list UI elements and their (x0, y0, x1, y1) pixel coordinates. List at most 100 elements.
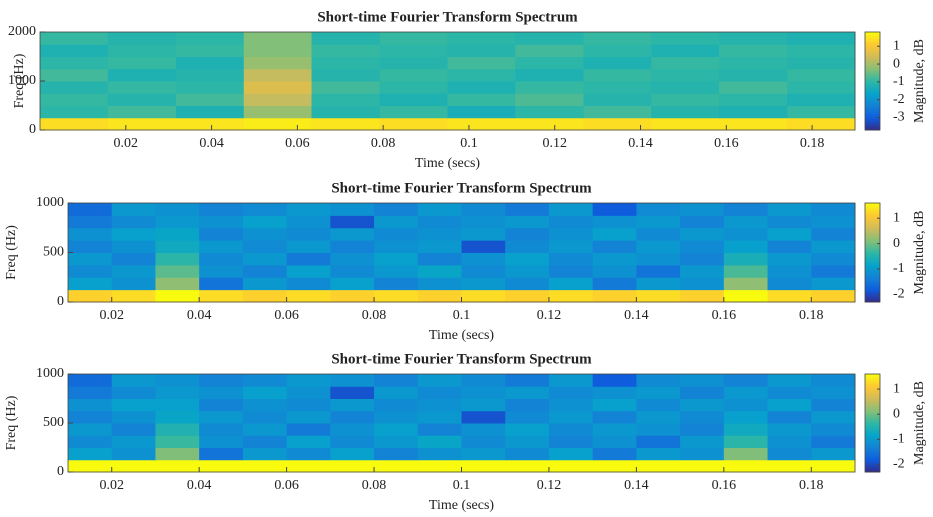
colorbar-strip (865, 401, 880, 404)
heat-cell (723, 289, 769, 303)
heat-cell (199, 386, 244, 399)
heat-cell (680, 289, 725, 303)
heat-cell (719, 81, 788, 94)
heat-cell (651, 117, 720, 131)
colorbar-tick-label: 0 (893, 236, 900, 251)
heat-cell (379, 93, 448, 106)
heat-cell (592, 277, 637, 291)
heat-cell (175, 81, 245, 94)
heat-cell (199, 215, 244, 229)
heat-cell (107, 32, 177, 45)
heat-cell (548, 374, 594, 387)
heat-cell (330, 252, 375, 266)
colorbar-strip (865, 375, 880, 378)
colorbar-strip (865, 102, 880, 105)
heat-cell (111, 227, 156, 241)
heat-cell (311, 44, 381, 57)
colorbar-strip (865, 377, 880, 380)
heat-cell (111, 386, 156, 399)
heat-cell (723, 264, 769, 278)
heat-cell (636, 252, 681, 266)
colorbar-strip (865, 405, 880, 408)
colorbar-strip (865, 418, 880, 421)
colorbar-strip (865, 107, 880, 110)
colorbar-strip (865, 69, 880, 72)
y-axis-label: Freq (Hz) (4, 395, 19, 450)
colorbar-strip (865, 434, 880, 437)
colorbar-strip (865, 374, 880, 377)
colorbar-strip (865, 43, 880, 46)
colorbar-tick-label: -1 (893, 432, 905, 447)
heat-cell (651, 105, 720, 119)
heat-cell (680, 264, 725, 278)
heat-cell (515, 56, 584, 70)
heat-cell (199, 398, 244, 412)
colorbar-box (864, 202, 881, 303)
heat-cell (787, 93, 856, 106)
heat-cell (592, 459, 637, 473)
heat-cell (155, 203, 200, 216)
colorbar-strip (865, 115, 880, 118)
heat-cell (199, 374, 244, 387)
colorbar-strip (865, 436, 880, 439)
colorbar-strip (865, 105, 880, 108)
colorbar-strip (865, 85, 880, 89)
heat-cell (767, 203, 812, 216)
heat-cell (242, 277, 288, 291)
heat-cell (68, 203, 113, 216)
colorbar-strip (865, 395, 880, 398)
colorbar-strip (865, 416, 880, 419)
heat-cell (68, 227, 113, 241)
x-axis-label: Time (secs) (415, 156, 481, 171)
heat-cell (811, 227, 856, 241)
colorbar-strip (865, 76, 880, 79)
heat-cell (199, 264, 244, 278)
heat-cell (286, 423, 331, 436)
colorbar-strip (865, 390, 880, 393)
colorbar-strip (865, 285, 880, 288)
heat-cell (811, 215, 856, 229)
heat-cell (111, 289, 156, 303)
x-tick-label: 0.14 (624, 478, 649, 493)
heat-cell (811, 447, 856, 461)
colorbar-strip (865, 458, 880, 462)
heat-cell (330, 459, 375, 473)
heat-cell (461, 435, 506, 448)
colorbar-tick-label: 0 (893, 56, 900, 71)
heat-cell (447, 68, 516, 82)
colorbar-strip (865, 396, 880, 399)
heat-cell (242, 203, 288, 216)
colorbar-strip (865, 245, 880, 249)
colorbar-strip (865, 97, 880, 100)
colorbar-strip (865, 207, 880, 211)
colorbar-strip (865, 45, 880, 48)
x-tick-label: 0.08 (362, 478, 387, 493)
colorbar-strip (865, 264, 880, 267)
x-tick-label: 0.18 (800, 136, 825, 151)
x-tick-label: 0.12 (537, 478, 562, 493)
heat-cell (242, 459, 288, 473)
heat-cell (592, 447, 637, 461)
heat-cell (723, 227, 769, 241)
heat-cell (505, 240, 550, 253)
heat-cell (111, 203, 156, 216)
y-tick-label: 1000 (36, 195, 64, 210)
x-tick-label: 0.16 (712, 478, 737, 493)
colorbar-strip (865, 232, 880, 235)
colorbar-strip (865, 35, 880, 38)
heat-cell (40, 44, 109, 57)
heat-cell (515, 117, 584, 131)
y-tick-label: 500 (43, 245, 64, 260)
heat-cell (286, 410, 331, 424)
heat-cell (461, 459, 506, 473)
colorbar-strip (865, 460, 880, 463)
colorbar-strip (865, 408, 880, 411)
colorbar-strip (865, 383, 880, 386)
heat-cell (155, 240, 200, 253)
colorbar-strip (865, 462, 880, 465)
heat-cell (515, 81, 584, 94)
heat-cell (379, 81, 448, 94)
colorbar-strip (865, 432, 880, 435)
heat-cell (155, 398, 200, 412)
heat-cell (767, 252, 812, 266)
